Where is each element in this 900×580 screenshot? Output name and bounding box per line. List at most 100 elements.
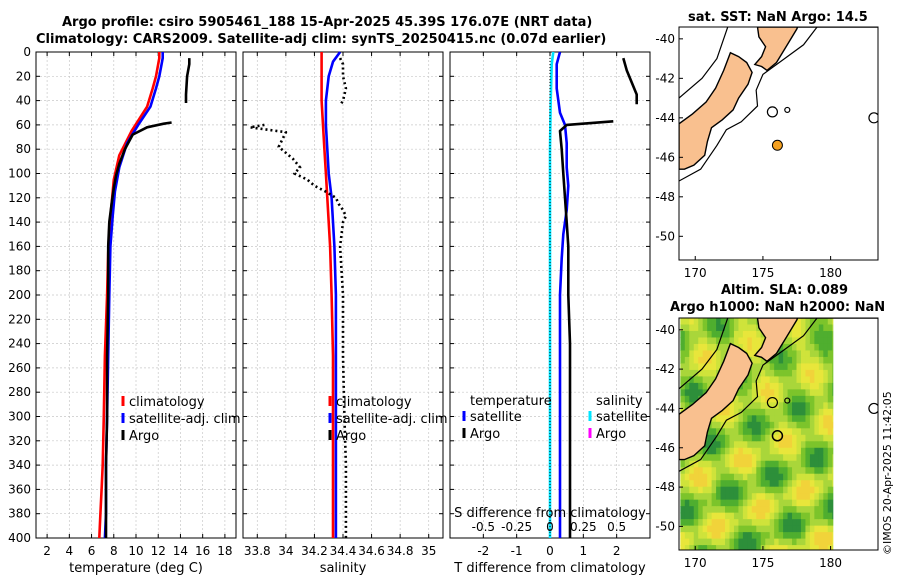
sla-cell bbox=[689, 324, 695, 332]
sla-cell bbox=[827, 506, 833, 514]
y-tick-label: 200 bbox=[8, 288, 31, 302]
sla-cell bbox=[742, 415, 748, 423]
sla-cell bbox=[698, 363, 704, 371]
sla-cell bbox=[689, 376, 695, 384]
sla-cell bbox=[680, 480, 686, 488]
y-tick-label: 280 bbox=[8, 385, 31, 399]
sla-cell bbox=[827, 532, 833, 540]
sla-cell bbox=[756, 506, 762, 514]
sla-cell bbox=[787, 493, 793, 501]
sla-cell bbox=[733, 434, 740, 442]
sla-cell bbox=[787, 343, 793, 352]
sla-cell bbox=[809, 506, 815, 514]
sla-cell bbox=[787, 545, 793, 550]
sla-cell bbox=[729, 415, 735, 423]
seamount-contour bbox=[766, 396, 779, 409]
sla-cell bbox=[760, 506, 766, 514]
sla-cell bbox=[823, 525, 829, 533]
x-tick-label: 34.6 bbox=[358, 544, 385, 558]
sla-cell bbox=[800, 493, 807, 501]
sla-cell bbox=[707, 532, 713, 540]
sla-cell bbox=[702, 480, 708, 488]
sla-cell bbox=[765, 447, 771, 455]
sla-cell bbox=[778, 525, 784, 533]
sla-cell bbox=[716, 421, 722, 429]
sla-cell bbox=[729, 337, 735, 345]
y-tick-label: -46 bbox=[655, 441, 675, 455]
sla-cell bbox=[814, 363, 820, 371]
sla-cell bbox=[729, 480, 735, 488]
sla-cell bbox=[693, 460, 699, 468]
sla-cell bbox=[809, 519, 815, 527]
sla-cell bbox=[805, 350, 811, 358]
sla-cell bbox=[778, 519, 784, 527]
sla-cell bbox=[693, 519, 699, 527]
sla-cell bbox=[742, 512, 748, 520]
sla-cell bbox=[814, 460, 820, 468]
sla-cell bbox=[796, 389, 802, 397]
sla-cell bbox=[733, 421, 740, 429]
sla-cell bbox=[800, 467, 807, 475]
sla-cell bbox=[814, 408, 820, 416]
sla-cell bbox=[720, 486, 726, 494]
sla-cell bbox=[680, 376, 686, 384]
sla-cell bbox=[693, 343, 699, 352]
sla-cell bbox=[823, 402, 829, 410]
sla-cell bbox=[729, 512, 735, 520]
north-island bbox=[753, 318, 878, 363]
sla-cell bbox=[729, 402, 735, 410]
sla-cell bbox=[787, 356, 793, 365]
sla-cell bbox=[689, 337, 695, 345]
sla-cell bbox=[796, 499, 802, 507]
sla-cell bbox=[805, 493, 811, 501]
sla-cell bbox=[684, 350, 690, 358]
sla-cell bbox=[689, 486, 695, 494]
sla-cell bbox=[756, 421, 762, 429]
sla-cell bbox=[738, 421, 744, 429]
sla-cell bbox=[693, 324, 699, 332]
top-tick-label: -0.5 bbox=[472, 520, 495, 534]
sla-cell bbox=[792, 395, 798, 403]
sla-cell bbox=[787, 519, 793, 527]
sla-cell bbox=[689, 532, 695, 540]
sla-cell bbox=[823, 441, 829, 449]
sla-cell bbox=[742, 454, 748, 462]
sla-cell bbox=[823, 428, 829, 436]
sla-cell bbox=[698, 506, 704, 514]
sla-cell bbox=[747, 480, 753, 488]
sla-cell bbox=[827, 343, 833, 352]
sla-cell bbox=[751, 434, 757, 442]
sla-cell bbox=[792, 376, 798, 384]
sla-cell bbox=[698, 538, 704, 546]
sla-cell bbox=[684, 460, 690, 468]
sla-cell bbox=[823, 350, 829, 358]
sla-cell bbox=[707, 512, 713, 520]
sla-cell bbox=[814, 330, 820, 339]
sla-cell bbox=[725, 330, 731, 339]
sla-cell bbox=[827, 447, 833, 455]
sla-cell bbox=[827, 467, 833, 475]
sla-cell bbox=[760, 499, 766, 507]
sla-cell bbox=[809, 369, 815, 377]
sla-cell bbox=[796, 545, 802, 550]
sla-cell bbox=[792, 337, 798, 345]
sla-cell bbox=[689, 395, 695, 403]
sla-cell bbox=[698, 480, 704, 488]
sla-cell bbox=[765, 486, 771, 494]
y-tick-label: 220 bbox=[8, 312, 31, 326]
sla-cell bbox=[711, 486, 717, 494]
sla-cell bbox=[684, 506, 690, 514]
sla-cell bbox=[792, 343, 798, 352]
sla-cell bbox=[787, 460, 793, 468]
sla-cell bbox=[792, 467, 798, 475]
sla-cell bbox=[680, 337, 686, 345]
sla-cell bbox=[711, 473, 717, 481]
sla-cell bbox=[792, 493, 798, 501]
sla-cell bbox=[698, 389, 704, 397]
sla-nodata bbox=[833, 318, 878, 550]
sla-cell bbox=[805, 356, 811, 365]
sla-cell bbox=[783, 473, 789, 481]
y-tick-label: -48 bbox=[655, 480, 675, 494]
sla-cell bbox=[729, 499, 735, 507]
sla-cell bbox=[792, 415, 798, 423]
